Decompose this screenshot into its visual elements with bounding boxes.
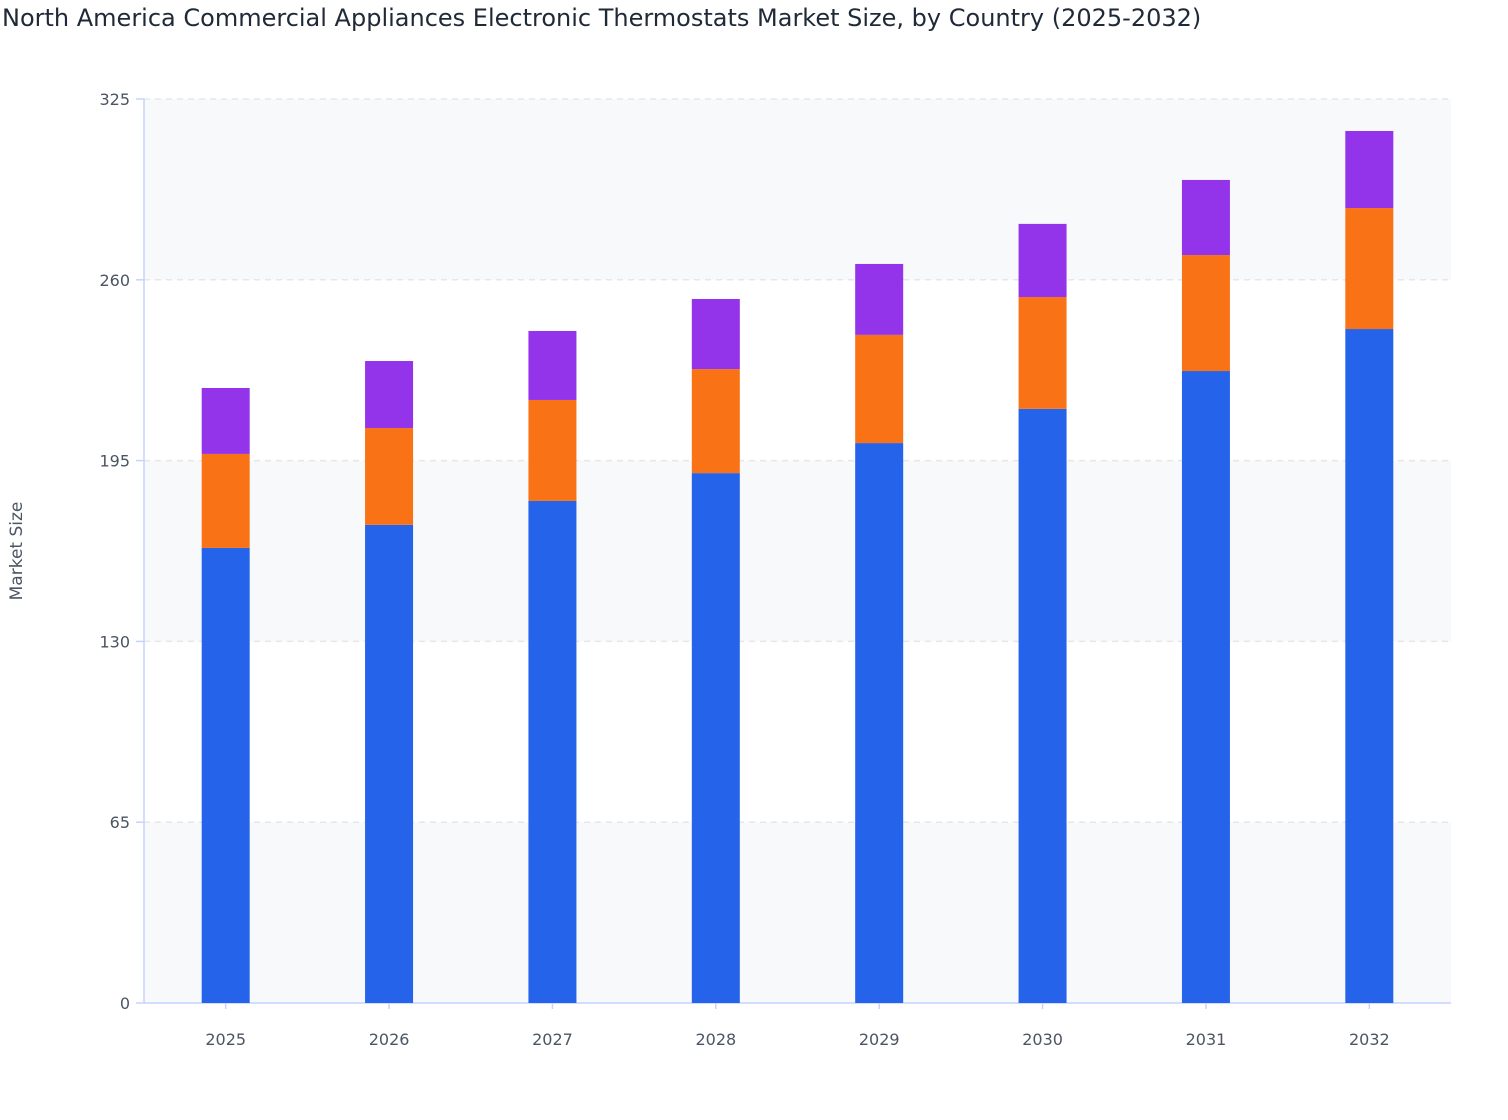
- bar-segment-2027-2: [528, 330, 577, 400]
- bar-segment-2030-2: [1018, 223, 1067, 298]
- bar-segment-2032-0: [1345, 329, 1394, 1004]
- bar-segment-2026-0: [365, 524, 414, 1003]
- y-tick-label: 130: [99, 632, 130, 651]
- bar-segment-2030-1: [1018, 297, 1067, 409]
- bar-segment-2031-0: [1181, 371, 1230, 1004]
- bar-segment-2025-1: [201, 453, 250, 548]
- x-tick-label: 2026: [369, 1030, 410, 1049]
- bar-segment-2027-1: [528, 399, 577, 501]
- grid-band: [144, 822, 1451, 1003]
- y-tick-label: 325: [99, 90, 130, 109]
- bar-segment-2027-0: [528, 500, 577, 1003]
- bar-segment-2026-1: [365, 428, 414, 525]
- y-tick-label: 0: [120, 994, 130, 1013]
- y-tick-label: 195: [99, 452, 130, 471]
- x-tick-label: 2032: [1349, 1030, 1390, 1049]
- x-tick-label: 2027: [532, 1030, 573, 1049]
- bar-segment-2026-2: [365, 361, 414, 429]
- x-tick-label: 2025: [205, 1030, 246, 1049]
- bar-segment-2029-1: [855, 334, 904, 444]
- grid-band: [144, 460, 1451, 642]
- bar-segment-2032-2: [1345, 130, 1394, 209]
- x-tick-label: 2028: [695, 1030, 736, 1049]
- bar-segment-2028-0: [691, 473, 740, 1003]
- bar-segment-2031-2: [1181, 179, 1230, 256]
- y-tick-label: 260: [99, 271, 130, 290]
- bar-segment-2032-1: [1345, 208, 1394, 330]
- grid-band: [144, 99, 1451, 280]
- x-tick-label: 2029: [859, 1030, 900, 1049]
- bar-segment-2028-1: [691, 369, 740, 474]
- bar-segment-2029-2: [855, 263, 904, 335]
- y-axis-label: Market Size: [7, 502, 27, 601]
- bar-segment-2028-2: [691, 298, 740, 370]
- x-tick-label: 2031: [1186, 1030, 1227, 1049]
- bar-segment-2025-2: [201, 388, 250, 454]
- y-tick-label: 65: [110, 813, 130, 832]
- chart-title: North America Commercial Appliances Elec…: [2, 4, 1202, 32]
- x-tick-label: 2030: [1022, 1030, 1063, 1049]
- bar-segment-2031-1: [1181, 255, 1230, 372]
- bar-segment-2025-0: [201, 547, 250, 1003]
- bar-segment-2030-0: [1018, 408, 1067, 1003]
- bar-segment-2029-0: [855, 443, 904, 1003]
